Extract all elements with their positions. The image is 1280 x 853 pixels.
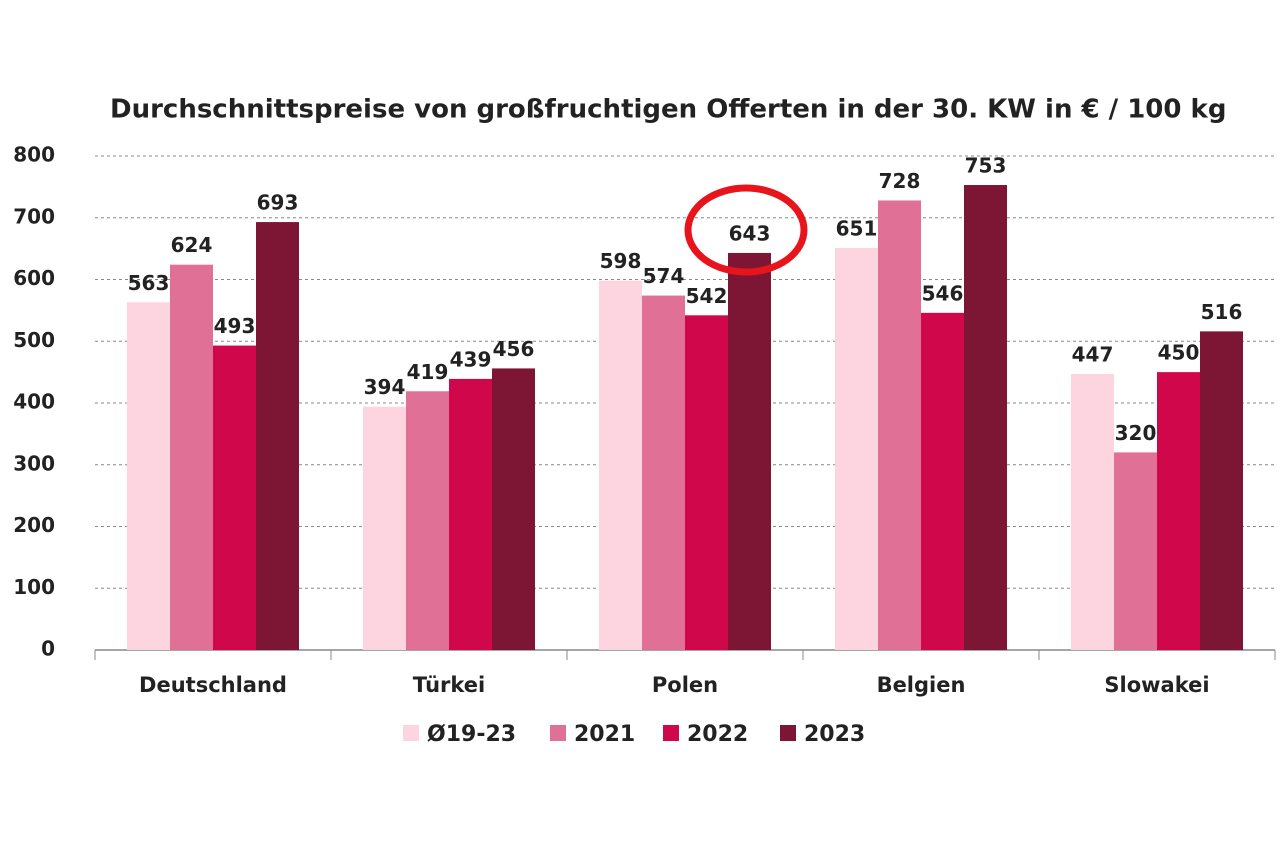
x-tick-label: Belgien bbox=[877, 673, 966, 697]
data-label: 728 bbox=[879, 169, 921, 193]
bar bbox=[170, 264, 213, 650]
bar bbox=[406, 391, 449, 650]
bar bbox=[363, 406, 406, 650]
highlight-circle bbox=[684, 184, 808, 276]
data-label: 643 bbox=[729, 221, 771, 245]
legend-swatch bbox=[780, 725, 796, 741]
data-label: 394 bbox=[364, 375, 406, 399]
data-label: 516 bbox=[1201, 300, 1243, 324]
legend-label: 2021 bbox=[574, 722, 635, 747]
bar bbox=[728, 252, 771, 650]
bar bbox=[642, 295, 685, 650]
legend-swatch bbox=[403, 725, 419, 741]
y-tick-label: 400 bbox=[13, 390, 55, 414]
data-label: 753 bbox=[965, 154, 1007, 178]
y-tick-label: 100 bbox=[13, 575, 55, 599]
legend-label: 2023 bbox=[804, 722, 865, 747]
legend-label: 2022 bbox=[687, 722, 748, 747]
y-tick-label: 700 bbox=[13, 204, 55, 228]
bar bbox=[1071, 373, 1114, 650]
y-tick-label: 600 bbox=[13, 266, 55, 290]
axis-ticks bbox=[94, 650, 1276, 660]
bar bbox=[1157, 372, 1200, 650]
bar bbox=[599, 280, 642, 650]
x-tick-label: Türkei bbox=[413, 673, 485, 697]
bar bbox=[835, 248, 878, 650]
data-label: 439 bbox=[450, 347, 492, 371]
x-tick-label: Slowakei bbox=[1104, 673, 1209, 697]
data-label: 624 bbox=[171, 233, 213, 257]
bar bbox=[685, 315, 728, 650]
data-label: 450 bbox=[1158, 341, 1200, 365]
data-label: 456 bbox=[493, 337, 535, 361]
legend-swatch bbox=[663, 725, 679, 741]
bar bbox=[964, 185, 1007, 650]
bar bbox=[878, 200, 921, 650]
bar bbox=[1200, 331, 1243, 650]
bar bbox=[921, 312, 964, 650]
y-tick-label: 300 bbox=[13, 451, 55, 475]
x-tick-label: Polen bbox=[652, 673, 718, 697]
data-label: 493 bbox=[214, 314, 256, 338]
legend-swatch bbox=[550, 725, 566, 741]
data-label: 546 bbox=[922, 281, 964, 305]
y-tick-label: 0 bbox=[41, 637, 55, 661]
legend-label: Ø19-23 bbox=[427, 722, 516, 747]
data-label: 419 bbox=[407, 360, 449, 384]
bar bbox=[127, 302, 170, 650]
y-tick-label: 500 bbox=[13, 328, 55, 352]
y-tick-label: 800 bbox=[13, 143, 55, 167]
bar bbox=[213, 345, 256, 650]
bar bbox=[492, 368, 535, 650]
x-tick-label: Deutschland bbox=[139, 673, 287, 697]
bar bbox=[449, 378, 492, 650]
bar bbox=[1114, 452, 1157, 650]
bar bbox=[256, 222, 299, 650]
y-tick-label: 200 bbox=[13, 513, 55, 537]
data-label: 651 bbox=[836, 217, 878, 241]
data-label: 320 bbox=[1115, 421, 1157, 445]
chart-title: Durchschnittspreise von großfruchtigen O… bbox=[110, 95, 1226, 125]
data-label: 598 bbox=[600, 249, 642, 273]
data-label: 693 bbox=[257, 191, 299, 215]
data-label: 574 bbox=[643, 264, 685, 288]
data-label: 447 bbox=[1072, 342, 1114, 366]
data-label: 563 bbox=[128, 271, 170, 295]
data-label: 542 bbox=[686, 284, 728, 308]
